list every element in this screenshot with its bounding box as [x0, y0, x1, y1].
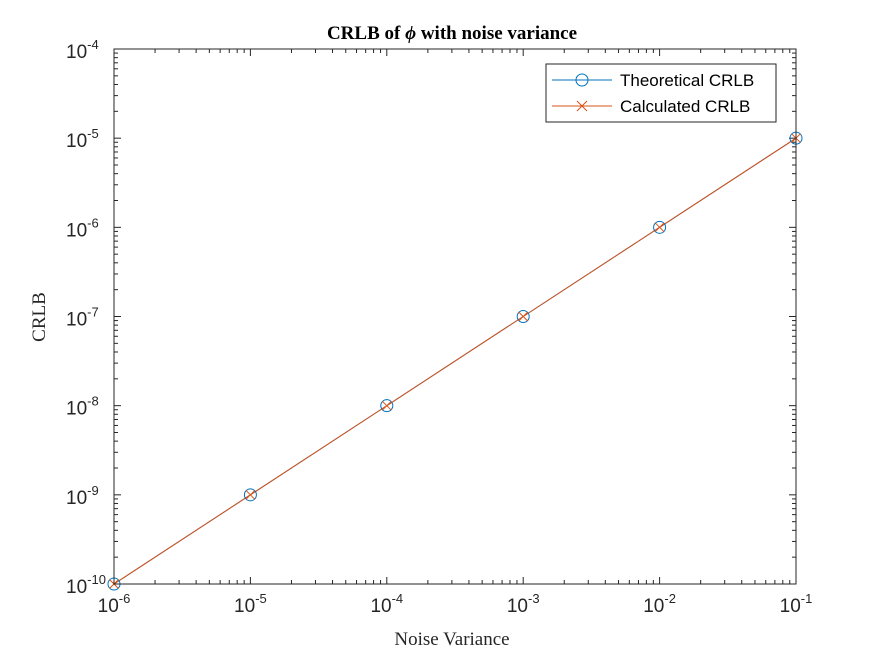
y-tick-base: 10 — [66, 131, 87, 152]
y-tick-label: 10-8 — [66, 394, 99, 420]
y-tick-label: 10-10 — [66, 572, 106, 598]
chart-title-prefix: CRLB of — [327, 23, 405, 44]
x-tick-label: 10-5 — [234, 591, 267, 617]
y-tick-exponent: -5 — [87, 126, 99, 141]
x-tick-exponent: -2 — [664, 591, 676, 606]
x-tick-base: 10 — [643, 596, 664, 617]
x-tick-label: 10-2 — [643, 591, 676, 617]
y-tick-exponent: -9 — [87, 483, 99, 498]
x-tick-exponent: -1 — [801, 591, 813, 606]
x-tick-exponent: -5 — [255, 591, 267, 606]
x-tick-base: 10 — [98, 596, 119, 617]
x-tick-label: 10-4 — [370, 591, 403, 617]
plot-area — [114, 49, 796, 584]
y-tick-label: 10-6 — [66, 215, 99, 241]
data-point-x — [654, 222, 665, 233]
data-point-circle — [516, 310, 530, 323]
y-tick-label: 10-4 — [66, 37, 99, 63]
y-tick-base: 10 — [66, 488, 87, 509]
x-axis-label: Noise Variance — [394, 629, 509, 650]
legend-marker-circle-icon — [575, 73, 589, 87]
legend-box — [545, 63, 777, 123]
x-tick-base: 10 — [370, 596, 391, 617]
y-tick-exponent: -8 — [87, 394, 99, 409]
y-tick-base: 10 — [66, 577, 87, 598]
y-tick-base: 10 — [66, 220, 87, 241]
axes-box — [113, 48, 797, 585]
y-tick-label: 10-5 — [66, 126, 99, 152]
chart-title-symbol: ϕ — [405, 23, 416, 44]
y-tick-exponent: -10 — [87, 572, 106, 587]
x-tick-base: 10 — [234, 596, 255, 617]
data-point-x — [245, 489, 256, 500]
legend-marker-x-icon — [576, 100, 588, 112]
data-point-circle — [380, 399, 394, 413]
x-tick-label: 10-3 — [507, 591, 540, 617]
x-tick-label: 10-6 — [98, 591, 131, 617]
y-tick-base: 10 — [66, 310, 87, 331]
chart-title: CRLB of ϕ with noise variance — [327, 23, 577, 44]
data-point-circle — [653, 220, 667, 234]
x-tick-exponent: -6 — [119, 591, 131, 606]
x-ticks: 10-6 10-5 10-4 10-3 10-2 10-1 — [98, 49, 813, 617]
y-tick-base: 10 — [66, 399, 87, 420]
legend: Theoretical CRLB Calculated CRLB — [545, 63, 777, 123]
chart-title-suffix: with noise variance — [416, 23, 577, 44]
x-tick-exponent: -3 — [528, 591, 540, 606]
y-tick-exponent: -4 — [87, 37, 99, 52]
x-tick-base: 10 — [507, 596, 528, 617]
legend-label-calculated: Calculated CRLB — [620, 97, 750, 116]
y-tick-exponent: -6 — [87, 215, 99, 230]
x-tick-label: 10-1 — [780, 591, 813, 617]
y-tick-exponent: -7 — [87, 305, 99, 320]
data-point-x — [518, 311, 529, 322]
data-point-x — [381, 400, 392, 411]
series — [107, 131, 803, 591]
x-tick-base: 10 — [780, 596, 801, 617]
legend-label-theoretical: Theoretical CRLB — [620, 71, 754, 90]
y-tick-label: 10-7 — [66, 305, 99, 331]
y-tick-label: 10-9 — [66, 483, 99, 509]
series-line-1 — [113, 137, 797, 585]
y-tick-base: 10 — [66, 42, 87, 63]
y-axis-label: CRLB — [29, 292, 50, 342]
x-tick-exponent: -4 — [392, 591, 404, 606]
data-point-circle — [243, 488, 257, 502]
